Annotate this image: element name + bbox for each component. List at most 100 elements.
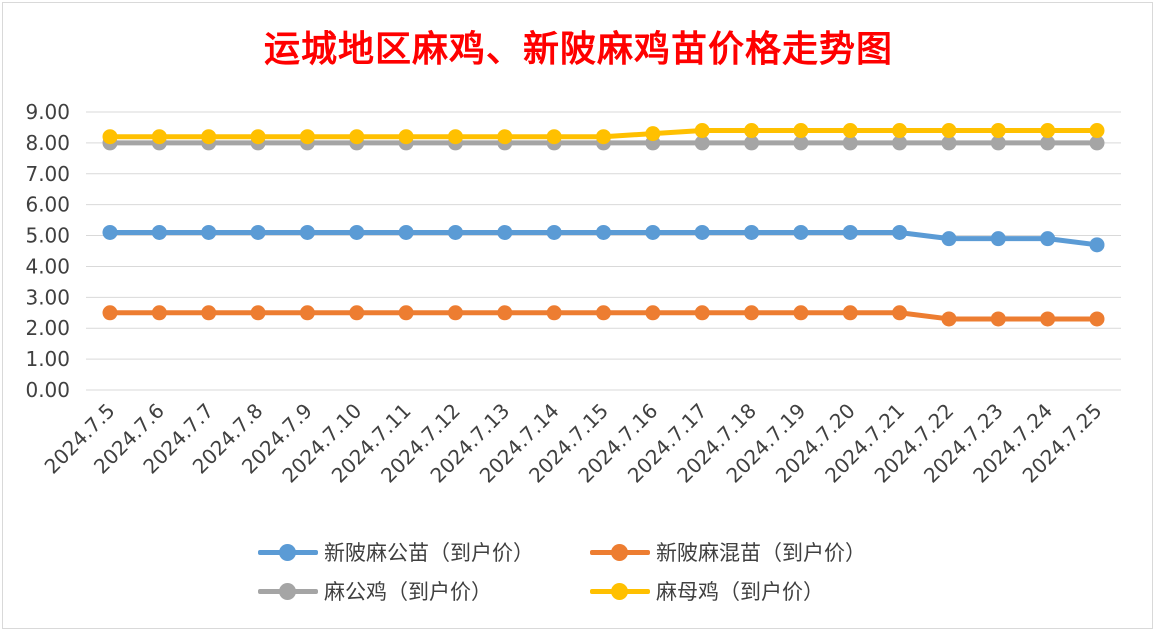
data-point <box>793 224 809 240</box>
data-point <box>151 305 167 321</box>
data-point <box>447 305 463 321</box>
y-tick-label: 4.00 <box>25 254 70 278</box>
legend-label-series-0: 新陂麻公苗（到户价） <box>324 541 534 565</box>
data-point <box>694 123 710 139</box>
data-point <box>546 129 562 145</box>
data-point <box>299 305 315 321</box>
data-point <box>151 224 167 240</box>
y-tick-label: 5.00 <box>25 224 70 248</box>
data-point <box>299 129 315 145</box>
data-point <box>1040 123 1056 139</box>
data-point <box>842 123 858 139</box>
y-tick-label: 1.00 <box>25 347 70 371</box>
data-point <box>250 305 266 321</box>
legend-label-series-3: 麻母鸡（到户价） <box>656 580 824 604</box>
data-point <box>201 305 217 321</box>
data-point <box>645 126 661 142</box>
data-point <box>941 135 957 151</box>
data-point <box>398 224 414 240</box>
series-1 <box>102 305 1105 327</box>
legend-swatch-series-2 <box>258 581 318 601</box>
data-point <box>1040 311 1056 327</box>
data-point <box>694 305 710 321</box>
data-point <box>250 224 266 240</box>
data-point <box>497 129 513 145</box>
data-point <box>1040 231 1056 247</box>
chart-title: 运城地区麻鸡、新陂麻鸡苗价格走势图 <box>263 28 893 70</box>
data-point <box>349 129 365 145</box>
data-point <box>201 129 217 145</box>
data-point <box>744 135 760 151</box>
data-point <box>1089 123 1105 139</box>
legend-item-series-1: 新陂麻混苗（到户价） <box>590 537 866 567</box>
gridlines <box>86 111 1121 391</box>
y-tick-label: 3.00 <box>25 285 70 309</box>
data-point <box>793 135 809 151</box>
data-point <box>596 224 611 240</box>
y-tick-label: 7.00 <box>25 162 70 186</box>
data-point <box>596 305 611 321</box>
data-point <box>1089 237 1105 253</box>
data-point <box>990 123 1006 139</box>
data-point <box>151 129 167 145</box>
data-point <box>102 129 118 145</box>
y-tick-label: 8.00 <box>25 131 70 155</box>
data-point <box>250 129 266 145</box>
data-point <box>1089 311 1105 327</box>
data-point <box>990 231 1006 247</box>
data-point <box>744 305 760 321</box>
data-point <box>1089 135 1105 151</box>
data-point <box>596 129 611 145</box>
y-tick-label: 0.00 <box>25 378 70 402</box>
y-tick-label: 2.00 <box>25 316 70 340</box>
data-point <box>497 224 513 240</box>
legend-item-series-0: 新陂麻公苗（到户价） <box>258 537 534 567</box>
x-axis-ticks: 2024.7.52024.7.62024.7.72024.7.82024.7.9… <box>40 399 1107 488</box>
data-point <box>349 305 365 321</box>
data-point <box>941 231 957 247</box>
data-point <box>892 224 908 240</box>
data-point <box>299 224 315 240</box>
data-point <box>990 311 1006 327</box>
data-point <box>793 123 809 139</box>
series-0 <box>102 224 1105 253</box>
y-axis-ticks: 0.00 1.00 2.00 3.00 4.00 5.00 6.00 7.00 8.00 9.00 <box>25 100 70 402</box>
data-point <box>842 135 858 151</box>
series-lines <box>102 123 1105 327</box>
data-point <box>744 123 760 139</box>
data-point <box>645 305 661 321</box>
data-point <box>201 224 217 240</box>
data-point <box>546 224 562 240</box>
data-point <box>645 224 661 240</box>
data-point <box>694 135 710 151</box>
data-point <box>102 305 118 321</box>
data-point <box>941 123 957 139</box>
data-point <box>349 224 365 240</box>
data-point <box>398 129 414 145</box>
y-tick-label: 9.00 <box>25 100 70 124</box>
legend-item-series-2: 麻公鸡（到户价） <box>258 576 492 606</box>
data-point <box>744 224 760 240</box>
data-point <box>102 224 118 240</box>
y-tick-label: 6.00 <box>25 193 70 217</box>
data-point <box>892 123 908 139</box>
data-point <box>793 305 809 321</box>
legend-swatch-series-0 <box>258 542 318 562</box>
data-point <box>892 135 908 151</box>
legend-label-series-2: 麻公鸡（到户价） <box>324 580 492 604</box>
data-point <box>447 129 463 145</box>
data-point <box>842 224 858 240</box>
legend-swatch-series-1 <box>590 542 650 562</box>
data-point <box>842 305 858 321</box>
data-point <box>990 135 1006 151</box>
legend-swatch-series-3 <box>590 581 650 601</box>
data-point <box>694 224 710 240</box>
data-point <box>398 305 414 321</box>
data-point <box>497 305 513 321</box>
data-point <box>1040 135 1056 151</box>
data-point <box>447 224 463 240</box>
series-3 <box>102 123 1105 145</box>
legend-item-series-3: 麻母鸡（到户价） <box>590 576 824 606</box>
